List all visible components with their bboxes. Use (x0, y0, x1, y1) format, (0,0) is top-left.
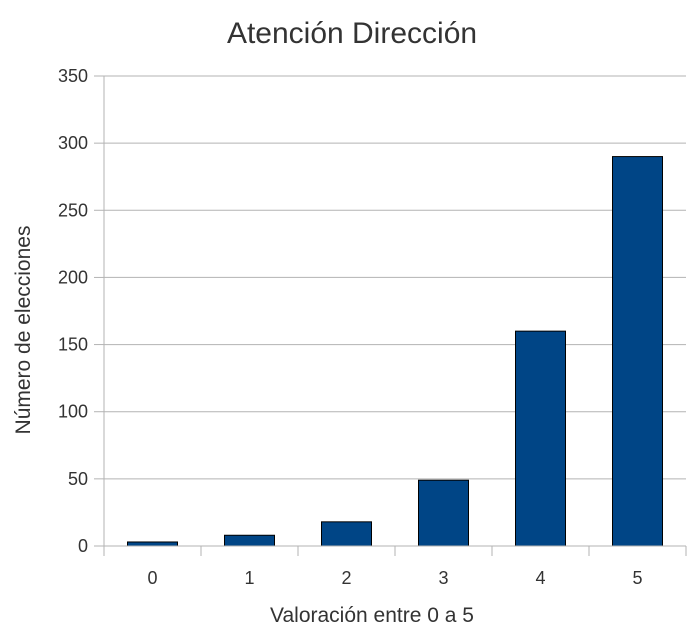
bar-5 (612, 156, 663, 547)
bar-0 (127, 541, 178, 547)
y-axis-label: Número de elecciones (12, 226, 35, 435)
x-tick-label: 0 (147, 568, 157, 588)
x-tick-label: 5 (632, 568, 642, 588)
x-tick-label: 4 (535, 568, 545, 588)
y-tick-label: 0 (78, 536, 88, 556)
x-tick-label: 2 (341, 568, 351, 588)
y-tick-label: 100 (58, 402, 88, 422)
gridlines (104, 75, 686, 480)
y-tick-label: 200 (58, 267, 88, 287)
x-tick-label: 1 (244, 568, 254, 588)
y-tick-label: 300 (58, 133, 88, 153)
bar-3 (418, 479, 469, 547)
bar-2 (321, 521, 372, 547)
y-tick-label: 350 (58, 66, 88, 86)
x-axis-ticks: 0 1 2 3 4 5 (103, 546, 687, 588)
chart-title: Atención Dirección (227, 17, 477, 50)
bar-1 (224, 534, 275, 547)
y-tick-label: 50 (68, 469, 88, 489)
bar-4 (515, 330, 566, 547)
y-tick-label: 150 (58, 335, 88, 355)
x-tick-label: 3 (438, 568, 448, 588)
x-axis-label: Valoración entre 0 a 5 (270, 604, 474, 626)
y-tick-label: 250 (58, 200, 88, 220)
bars (127, 156, 663, 547)
y-axis-ticks: 0 50 100 150 200 250 300 350 (58, 66, 104, 556)
